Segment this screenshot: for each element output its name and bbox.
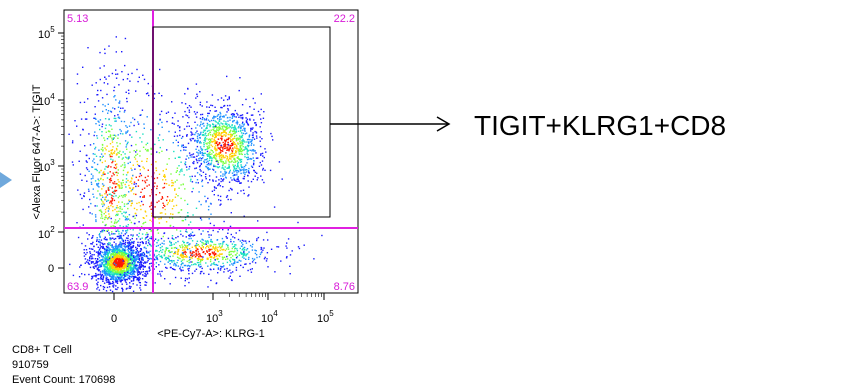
quadrant-label-top-right: 22.2 <box>334 13 355 25</box>
incoming-arrow-icon <box>0 172 12 188</box>
x-axis-title: <PE-Cy7-A>: KLRG-1 <box>157 328 265 340</box>
y-tick-label: 105 <box>38 25 55 41</box>
y-axis-title: <Alexa Fluor 647-A>: TIGIT <box>31 84 43 219</box>
gate-callout-label: TIGIT+KLRG1+CD8 <box>474 110 726 141</box>
event-count: Event Count: 170698 <box>12 374 115 386</box>
x-tick-label: 105 <box>317 309 334 325</box>
arrowhead-icon <box>436 116 451 132</box>
gate-rectangle[interactable] <box>152 26 331 218</box>
y-tick-label: 104 <box>38 92 55 108</box>
sample-population: CD8+ T Cell <box>12 344 72 356</box>
x-tick-label: 104 <box>261 309 278 325</box>
y-tick-label: 103 <box>38 158 55 174</box>
sample-id: 910759 <box>12 359 49 371</box>
y-axis: 105 104 103 102 0 <box>38 25 64 275</box>
quadrant-label-bottom-left: 63.9 <box>67 281 88 293</box>
x-axis: 0 103 104 105 <box>111 293 334 325</box>
x-tick-label: 103 <box>206 309 223 325</box>
quadrant-label-bottom-right: 8.76 <box>334 281 355 293</box>
quadrant-label-top-left: 5.13 <box>67 13 88 25</box>
y-tick-label: 102 <box>38 225 55 241</box>
x-tick-label: 0 <box>111 313 117 325</box>
y-tick-label: 0 <box>48 263 54 275</box>
